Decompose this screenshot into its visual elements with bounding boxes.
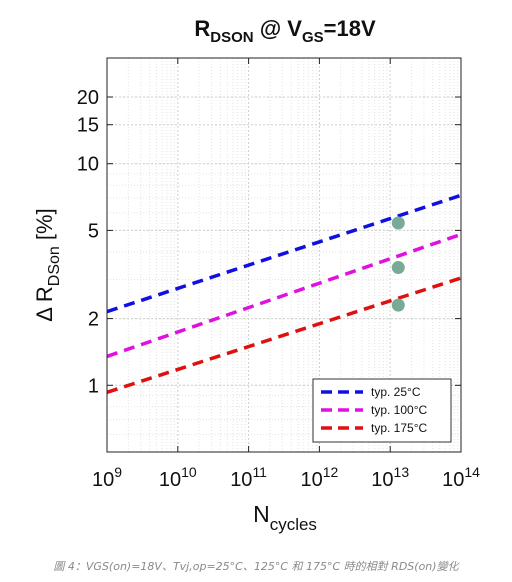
x-tick-label: 1012 xyxy=(300,464,338,491)
series-line-3 xyxy=(106,276,462,394)
legend-label-3: typ. 175°C xyxy=(371,421,427,435)
y-tick-label: 10 xyxy=(77,154,99,176)
x-tick-label: 1013 xyxy=(371,464,409,491)
series-line-1 xyxy=(106,193,462,314)
y-tick-labels: 1 2 5 10 15 20 xyxy=(77,87,99,397)
tick-marks xyxy=(106,58,462,452)
y-tick-label: 2 xyxy=(88,309,99,331)
x-tick-label: 1014 xyxy=(442,464,480,491)
legend-label-1: typ. 25°C xyxy=(371,385,421,399)
legend-box xyxy=(312,378,452,443)
x-axis-label: Ncycles xyxy=(253,501,317,534)
data-marker-1 xyxy=(391,216,405,230)
chart-title: RDSON @ VGS=18V xyxy=(194,16,376,46)
ylabel-sub: DSon xyxy=(46,246,63,286)
marker-layer xyxy=(391,216,405,312)
series-line-2 xyxy=(106,232,462,359)
y-axis-label: Δ RDSon [%] xyxy=(32,208,63,321)
title-end: =18V xyxy=(324,16,376,41)
x-tick-label: 1011 xyxy=(230,464,267,491)
title-sub-2: GS xyxy=(302,29,324,46)
title-main: R xyxy=(194,16,210,41)
y-tick-label: 5 xyxy=(88,220,99,242)
legend-label-2: typ. 100°C xyxy=(371,403,427,417)
chart: RDSON @ VGS=18V 109 1010 1011 1012 1013 1014 … xyxy=(32,16,480,534)
y-tick-label: 1 xyxy=(88,375,99,397)
data-marker-2 xyxy=(391,261,405,275)
xlabel-main: N xyxy=(253,501,270,527)
figure-caption: 圖 4：VGS(on)=18V、Tvj,op=25°C、125°C 和 175°… xyxy=(53,560,459,573)
x-tick-labels: 109 1010 1011 1012 1013 1014 xyxy=(92,464,480,491)
xlabel-sub: cycles xyxy=(270,515,317,534)
title-sub-1: DSON xyxy=(210,29,253,46)
title-mid: @ V xyxy=(254,16,303,41)
ylabel-end: [%] xyxy=(32,208,57,246)
y-tick-label: 15 xyxy=(77,115,99,137)
ylabel-main: Δ R xyxy=(32,286,57,321)
data-marker-3 xyxy=(391,298,405,312)
plot-frame xyxy=(106,57,462,453)
legend: typ. 25°C typ. 100°C typ. 175°C xyxy=(312,378,452,443)
x-tick-label: 1010 xyxy=(159,464,197,491)
x-tick-label: 109 xyxy=(92,464,122,491)
y-tick-label: 20 xyxy=(77,87,99,109)
series-layer xyxy=(106,193,462,394)
